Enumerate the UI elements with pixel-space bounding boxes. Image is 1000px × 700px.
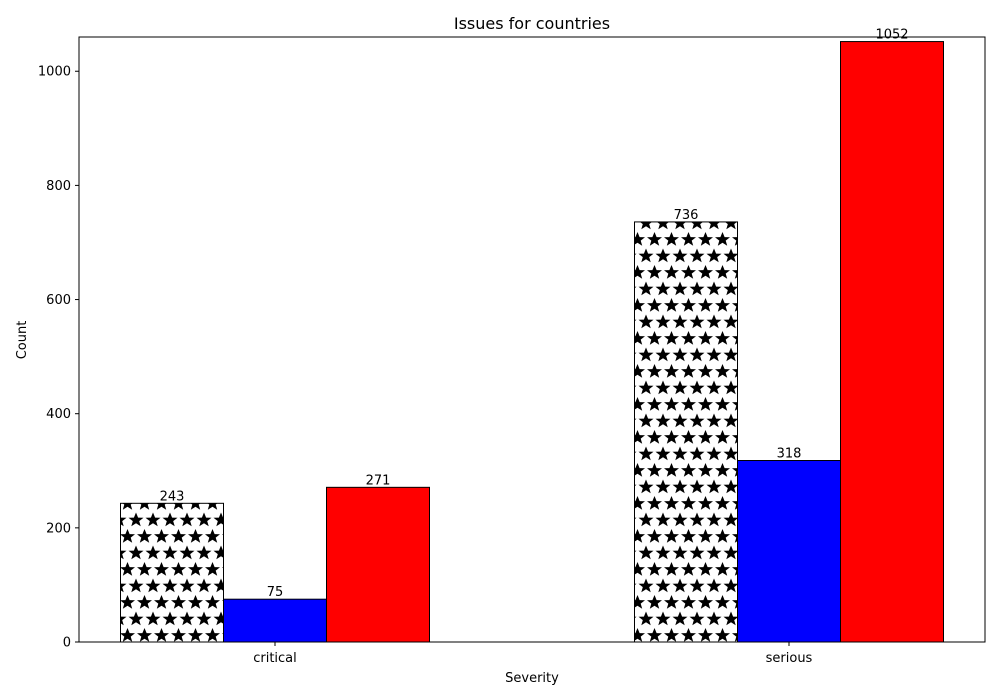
y-tick-label: 1000 <box>38 65 71 80</box>
y-tick-label: 800 <box>46 179 71 194</box>
data-label-serious-series-2: 318 <box>777 447 802 462</box>
x-tick-label-serious: serious <box>766 651 813 666</box>
bar-critical-series-2 <box>223 598 327 643</box>
x-axis-label: Severity <box>505 671 559 686</box>
bar-serious-series-2 <box>737 460 841 643</box>
bar-serious-series-1 <box>634 221 738 643</box>
bar-critical-series-3 <box>326 486 430 643</box>
data-label-critical-series-3: 271 <box>366 473 391 488</box>
y-axis-label: Count <box>15 321 30 360</box>
data-label-serious-series-3: 1052 <box>875 28 908 43</box>
data-label-serious-series-1: 736 <box>674 208 699 223</box>
data-label-critical-series-2: 75 <box>267 585 284 600</box>
bar-serious-series-3 <box>840 41 944 643</box>
data-label-critical-series-1: 243 <box>160 489 185 504</box>
data-labels-layer: 243 75 271 736 318 1052 <box>160 28 909 601</box>
plot-area-frame <box>78 36 986 643</box>
chart-title: Issues for countries <box>454 14 610 33</box>
y-tick-label: 0 <box>63 636 71 651</box>
y-tick-label: 400 <box>46 407 71 422</box>
y-tick-label: 600 <box>46 293 71 308</box>
x-tick-label-critical: critical <box>253 651 297 666</box>
bar-critical-series-1 <box>120 502 224 643</box>
y-axis: 0 200 400 600 800 1000 <box>38 65 79 651</box>
x-axis: critical serious <box>253 642 813 666</box>
y-tick-label: 200 <box>46 521 71 536</box>
bars-layer <box>120 41 944 643</box>
